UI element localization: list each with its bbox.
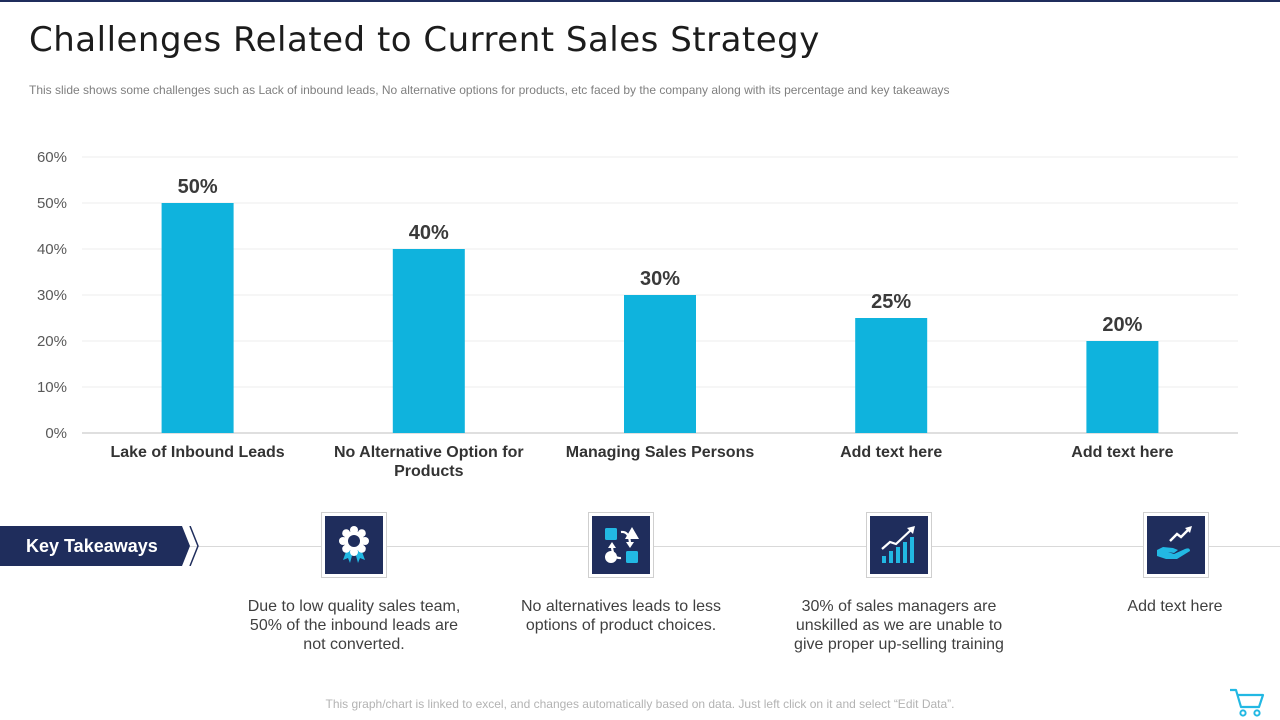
x-tick-label: Add text here <box>840 444 942 461</box>
takeaway-icon-box-4 <box>1143 512 1209 578</box>
x-tick-label: Add text here <box>1071 444 1173 461</box>
bar <box>392 249 465 433</box>
data-label: 30% <box>640 268 680 290</box>
data-label: 40% <box>409 222 449 244</box>
y-tick-label: 30% <box>37 287 67 304</box>
award-badge-icon <box>339 526 369 563</box>
bar-chart: 0% 10% 20% 30% 40% 50% 60% 50% Lake of Inbound L… <box>37 149 1238 480</box>
data-label: 20% <box>1102 314 1142 336</box>
y-tick-label: 0% <box>45 425 67 442</box>
takeaway-icon-box-2 <box>588 512 654 578</box>
y-tick-label: 60% <box>37 149 67 166</box>
key-takeaways-tag: Key Takeaways <box>0 526 200 566</box>
takeaway-text-2: No alternatives leads to less options of… <box>520 598 722 634</box>
x-tick-label: No Alternative Option for <box>334 444 524 461</box>
exchange-shapes-icon <box>605 527 639 563</box>
x-tick-label: Lake of Inbound Leads <box>110 444 284 461</box>
x-tick-label: Products <box>394 463 463 480</box>
shopping-cart-icon <box>1230 688 1265 717</box>
y-tick-label: 10% <box>37 379 67 396</box>
data-label: 25% <box>871 291 911 313</box>
takeaway-icon-box-1 <box>321 512 387 578</box>
x-tick-label: Managing Sales Persons <box>566 444 755 461</box>
takeaway-text-1: Due to low quality sales team, 50% of th… <box>247 598 461 653</box>
data-label: 50% <box>178 176 218 198</box>
key-takeaways-label: Key Takeaways <box>26 536 158 556</box>
bar <box>161 203 234 433</box>
y-tick-label: 40% <box>37 241 67 258</box>
bar <box>855 318 928 433</box>
takeaway-text-4: Add text here <box>1127 598 1223 615</box>
banner-chevron-icon <box>189 526 199 566</box>
y-tick-label: 50% <box>37 195 67 212</box>
top-border <box>0 0 1280 2</box>
page-title: Challenges Related to Current Sales Stra… <box>29 20 820 60</box>
growth-chart-icon <box>881 526 915 563</box>
hand-growth-icon <box>1157 526 1192 559</box>
takeaway-text-3: 30% of sales managers are unskilled as w… <box>794 598 1004 653</box>
takeaway-icon-box-3 <box>866 512 932 578</box>
key-takeaways-banner <box>0 526 190 566</box>
footer-note: This graph/chart is linked to excel, and… <box>325 697 955 711</box>
page-subtitle: This slide shows some challenges such as… <box>29 83 950 97</box>
y-tick-label: 20% <box>37 333 67 350</box>
bar <box>1086 341 1159 433</box>
takeaway-divider <box>190 546 1280 547</box>
bar <box>624 295 696 433</box>
